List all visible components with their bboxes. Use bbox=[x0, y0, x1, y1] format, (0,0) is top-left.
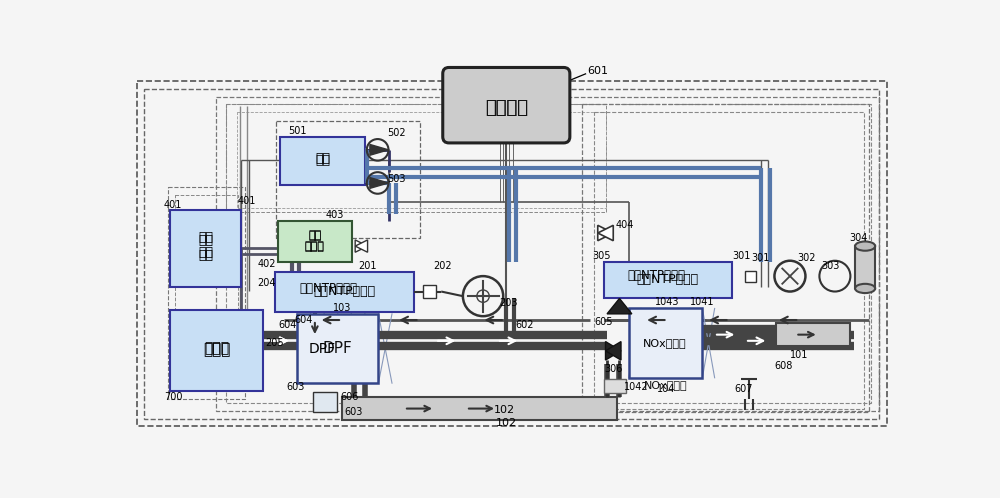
Text: 205: 205 bbox=[265, 338, 284, 348]
Text: 柴油机: 柴油机 bbox=[204, 342, 229, 356]
Text: 201: 201 bbox=[358, 261, 377, 271]
Bar bbox=[604, 379, 626, 393]
Ellipse shape bbox=[855, 284, 875, 293]
Text: 车载
电源: 车载 电源 bbox=[198, 235, 213, 262]
Text: DPF: DPF bbox=[323, 341, 353, 356]
Text: 602: 602 bbox=[515, 320, 533, 330]
Bar bbox=[604, 261, 732, 298]
Text: 第一NTP发生器: 第一NTP发生器 bbox=[313, 285, 375, 298]
FancyBboxPatch shape bbox=[443, 67, 570, 143]
Text: 逆变
升压器: 逆变 升压器 bbox=[305, 230, 325, 251]
Text: 601: 601 bbox=[587, 66, 608, 76]
Text: 102: 102 bbox=[496, 418, 517, 428]
Text: 1041: 1041 bbox=[690, 297, 715, 307]
Text: 606: 606 bbox=[341, 392, 359, 402]
Text: 306: 306 bbox=[604, 365, 622, 374]
Text: 第二NTP发生器: 第二NTP发生器 bbox=[628, 269, 686, 282]
Text: 700: 700 bbox=[165, 392, 183, 402]
Text: 402: 402 bbox=[258, 259, 276, 269]
Bar bbox=[423, 285, 436, 298]
Polygon shape bbox=[598, 225, 613, 241]
Text: 301: 301 bbox=[751, 253, 770, 263]
Text: NOx吸附器: NOx吸附器 bbox=[644, 380, 687, 390]
Text: 604: 604 bbox=[294, 315, 312, 325]
Text: 501: 501 bbox=[288, 125, 306, 135]
Bar bbox=[594, 112, 864, 408]
Text: 305: 305 bbox=[592, 251, 611, 261]
Bar bbox=[137, 81, 887, 426]
Text: 604: 604 bbox=[279, 320, 297, 330]
Text: 607: 607 bbox=[734, 384, 753, 394]
Text: 502: 502 bbox=[387, 128, 406, 138]
Bar bbox=[582, 105, 869, 412]
Polygon shape bbox=[607, 298, 632, 314]
Text: 104: 104 bbox=[657, 383, 675, 393]
Polygon shape bbox=[370, 144, 388, 155]
Text: 第一NTP发生器: 第一NTP发生器 bbox=[299, 282, 357, 295]
Text: 404: 404 bbox=[616, 220, 634, 230]
Text: 303: 303 bbox=[821, 261, 839, 271]
Bar bbox=[342, 397, 617, 420]
Text: 第二NTP发生器: 第二NTP发生器 bbox=[636, 273, 699, 286]
Text: 1042: 1042 bbox=[624, 382, 649, 392]
Bar bbox=[745, 271, 756, 281]
Text: 101: 101 bbox=[790, 350, 808, 360]
Bar bbox=[855, 246, 875, 288]
Text: 302: 302 bbox=[798, 253, 816, 263]
Text: 301: 301 bbox=[732, 251, 750, 261]
Text: 控制模块: 控制模块 bbox=[485, 99, 528, 117]
Text: 603: 603 bbox=[286, 382, 305, 392]
Text: 1043: 1043 bbox=[655, 297, 680, 307]
Polygon shape bbox=[370, 178, 388, 188]
Bar bbox=[629, 308, 702, 378]
Text: 水箱: 水箱 bbox=[315, 154, 330, 167]
Text: 车载
电源: 车载 电源 bbox=[198, 231, 213, 258]
Text: 202: 202 bbox=[433, 261, 452, 271]
Text: 控制模块: 控制模块 bbox=[485, 99, 528, 117]
Bar bbox=[275, 271, 414, 312]
Text: 608: 608 bbox=[775, 361, 793, 371]
Text: 204: 204 bbox=[258, 278, 276, 288]
Text: 柴油机: 柴油机 bbox=[203, 343, 230, 358]
Text: 304: 304 bbox=[850, 234, 868, 244]
Bar bbox=[280, 137, 365, 184]
Text: 103: 103 bbox=[333, 303, 351, 313]
Polygon shape bbox=[355, 240, 368, 252]
Text: DPF: DPF bbox=[309, 342, 336, 356]
Bar bbox=[776, 323, 850, 346]
Text: 503: 503 bbox=[387, 174, 406, 184]
Bar bbox=[276, 122, 420, 239]
Text: 603: 603 bbox=[344, 407, 363, 417]
Polygon shape bbox=[598, 225, 613, 241]
Bar bbox=[216, 97, 879, 411]
Bar bbox=[170, 210, 241, 287]
Polygon shape bbox=[606, 342, 621, 360]
Text: 水箱: 水箱 bbox=[315, 152, 330, 165]
Text: 203: 203 bbox=[499, 298, 518, 308]
Text: 403: 403 bbox=[325, 210, 343, 220]
Text: 401: 401 bbox=[237, 196, 256, 206]
Bar bbox=[313, 392, 337, 412]
Text: 102: 102 bbox=[494, 405, 515, 415]
Text: 401: 401 bbox=[164, 200, 182, 210]
Bar bbox=[237, 112, 606, 208]
Polygon shape bbox=[606, 342, 621, 360]
Text: 605: 605 bbox=[594, 317, 612, 327]
Bar bbox=[144, 89, 879, 419]
Bar bbox=[278, 222, 352, 261]
Bar bbox=[175, 195, 238, 391]
Bar bbox=[170, 310, 263, 391]
Bar bbox=[168, 187, 245, 398]
Bar bbox=[297, 314, 378, 383]
Text: 逆变
升压器: 逆变 升压器 bbox=[305, 231, 325, 252]
Text: NOx吸附器: NOx吸附器 bbox=[643, 338, 687, 348]
Bar bbox=[226, 105, 606, 212]
Bar bbox=[226, 105, 871, 403]
Polygon shape bbox=[355, 240, 368, 252]
Ellipse shape bbox=[855, 242, 875, 250]
